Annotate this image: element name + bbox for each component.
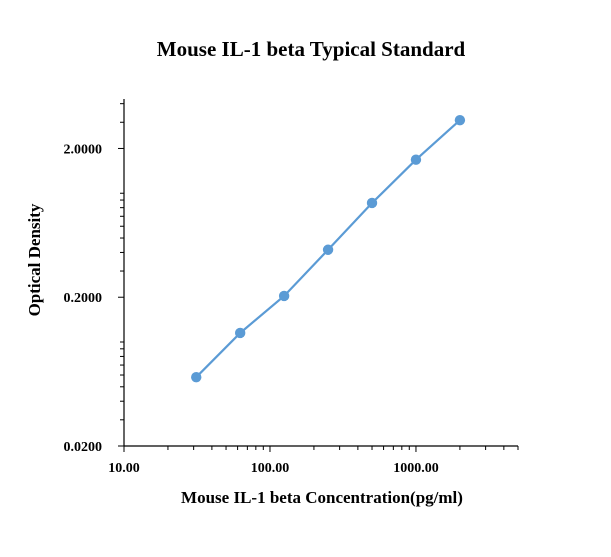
x-tick-label: 10.00 <box>108 461 140 476</box>
axes: 10.00 100.00 1000.00 0.0200 0.2000 2.0000 <box>64 99 519 476</box>
x-axis-label: Mouse IL-1 beta Concentration(pg/ml) <box>181 488 463 507</box>
plot-area <box>191 114 466 383</box>
chart-title: Mouse IL-1 beta Typical Standard <box>157 37 466 61</box>
data-point <box>191 372 202 383</box>
y-axis-label: Optical Density <box>25 203 44 316</box>
data-point <box>278 290 290 302</box>
data-point <box>322 244 334 255</box>
data-point <box>366 197 378 209</box>
data-point <box>454 114 466 126</box>
data-point <box>410 154 422 165</box>
y-tick-label: 0.0200 <box>64 440 103 455</box>
x-tick-label: 1000.00 <box>393 461 439 476</box>
y-tick-label: 2.0000 <box>64 142 103 157</box>
data-point <box>234 327 246 339</box>
x-tick-label: 100.00 <box>251 461 290 476</box>
y-tick-label: 0.2000 <box>64 291 103 306</box>
